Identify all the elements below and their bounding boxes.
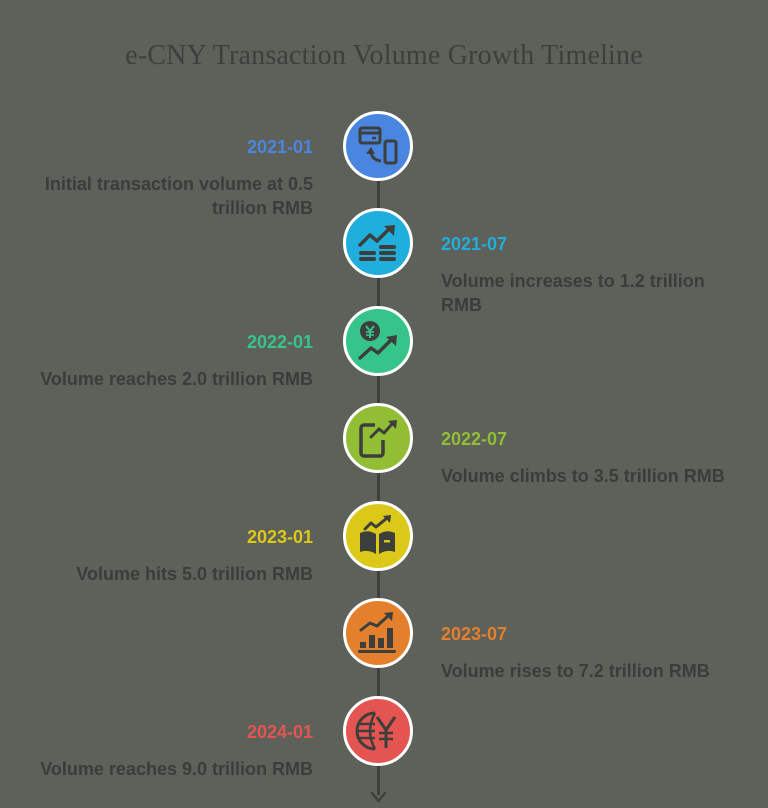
event-node	[343, 598, 413, 668]
event-date: 2024-01	[246, 722, 313, 742]
bar-chart-trend-icon	[358, 612, 396, 653]
event-date: 2023-01	[246, 527, 313, 547]
trend-coins-icon	[358, 225, 396, 261]
event-node	[343, 306, 413, 376]
event-date: 2023-07	[441, 624, 508, 644]
event-description: Volume climbs to 3.5 trillion RMB	[441, 466, 725, 486]
timeline-spine	[377, 175, 380, 795]
event-description: Initial transaction volume at 0.5 trilli…	[44, 174, 313, 218]
book-trend-icon	[360, 515, 395, 554]
page-title: e-CNY Transaction Volume Growth Timeline	[125, 40, 643, 71]
event-node	[343, 501, 413, 571]
globe-yuan-icon	[355, 711, 397, 751]
phone-trend-icon	[359, 420, 397, 458]
event-node	[343, 111, 413, 181]
event-node	[343, 696, 413, 766]
event-date: 2022-01	[246, 332, 313, 352]
event-node	[343, 208, 413, 278]
event-date: 2021-01	[246, 137, 313, 157]
yuan-trend-icon	[358, 321, 397, 360]
event-date: 2022-07	[441, 429, 508, 449]
event-node	[343, 403, 413, 473]
card-to-phone-icon	[358, 126, 398, 165]
event-date: 2021-07	[441, 234, 508, 254]
timeline-arrow-down-icon	[370, 791, 387, 803]
event-description: Volume rises to 7.2 trillion RMB	[441, 661, 710, 681]
event-description: Volume increases to 1.2 trillion RMB	[441, 271, 705, 315]
event-description: Volume hits 5.0 trillion RMB	[76, 564, 313, 584]
event-description: Volume reaches 9.0 trillion RMB	[40, 759, 313, 779]
event-description: Volume reaches 2.0 trillion RMB	[40, 369, 313, 389]
